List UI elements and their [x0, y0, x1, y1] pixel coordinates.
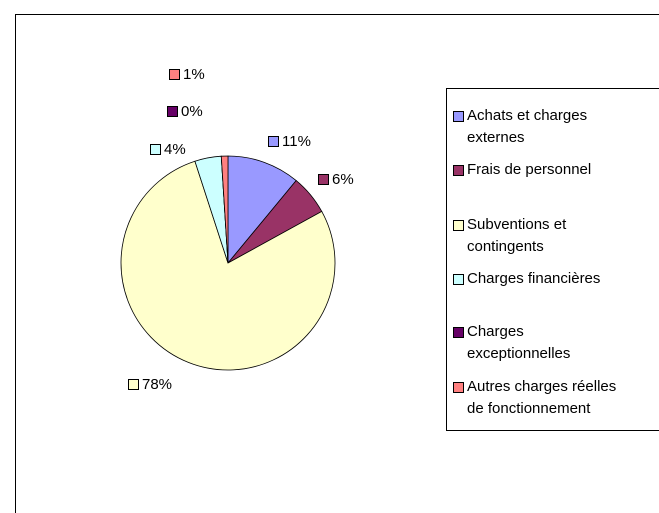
legend-label: Achats et charges externes [467, 107, 588, 146]
label-key [128, 379, 139, 390]
pie-slice [227, 155, 297, 265]
legend-label: Charges financières [467, 270, 601, 287]
data-label: 78% [142, 376, 172, 393]
data-label: 1% [183, 66, 205, 83]
legend-key [453, 382, 464, 393]
legend-label: Subventions et contingents [467, 216, 567, 255]
label-key [167, 106, 178, 117]
data-label: 6% [332, 171, 354, 188]
data-label: 4% [164, 141, 186, 158]
pie-slice [120, 160, 336, 371]
label-key [150, 144, 161, 155]
pie-slice [220, 155, 229, 264]
legend-label: Autres charges réelles de fonctionnement [467, 378, 617, 417]
legend-label: Frais de personnel [467, 161, 592, 178]
legend-label: Charges exceptionnelles [467, 323, 571, 362]
legend-key [453, 327, 464, 338]
data-label: 0% [181, 103, 203, 120]
legend-key [453, 274, 464, 285]
label-key [318, 174, 329, 185]
label-key [268, 136, 279, 147]
label-key [169, 69, 180, 80]
legend-frame [446, 88, 659, 431]
legend-key [453, 220, 464, 231]
legend-key [453, 111, 464, 122]
legend-key [453, 165, 464, 176]
data-label: 11% [282, 133, 311, 150]
